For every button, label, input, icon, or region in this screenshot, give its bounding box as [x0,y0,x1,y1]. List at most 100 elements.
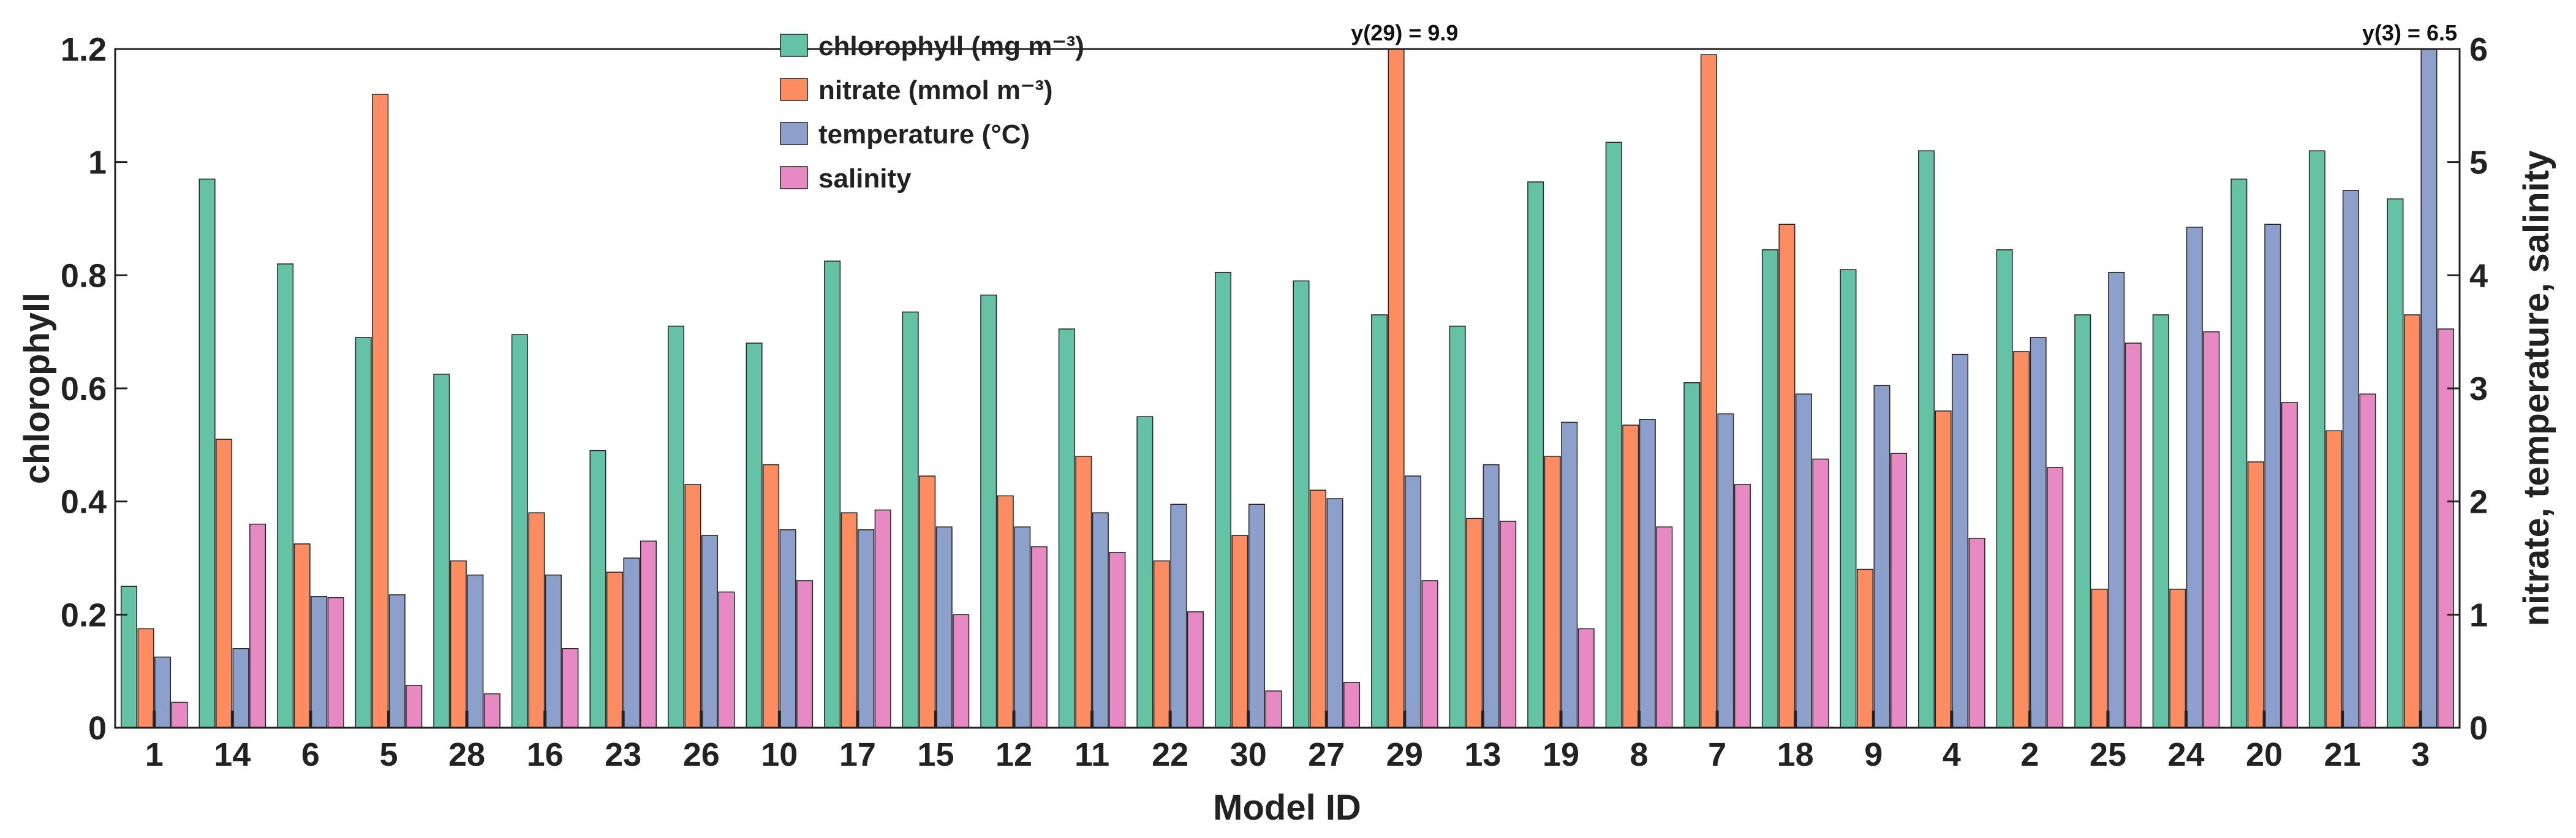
x-tick-label: 4 [1943,736,1961,773]
x-tick-label: 7 [1708,736,1726,773]
bar-nitrate-10 [763,464,780,728]
bar-nitrate-30 [1231,535,1248,728]
bar-temperature-7 [1717,413,1734,728]
bar-salinity-11 [1109,552,1126,728]
bar-salinity-22 [1187,611,1204,728]
bar-chlorophyll-11 [1058,328,1075,728]
bar-salinity-25 [2125,342,2142,728]
bar-salinity-30 [1265,690,1282,728]
bar-chlorophyll-3 [2387,198,2404,728]
x-axis-label: Model ID [1213,788,1361,828]
bar-salinity-29 [1421,580,1438,728]
x-tick-label: 22 [1152,736,1188,773]
bar-temperature-3 [2420,48,2438,728]
bar-salinity-21 [2359,393,2376,728]
bar-chlorophyll-22 [1136,416,1154,728]
bar-nitrate-17 [840,512,858,728]
bar-temperature-16 [545,574,562,728]
bar-nitrate-20 [2247,461,2264,728]
bar-chlorophyll-5 [355,337,372,728]
bar-temperature-5 [388,594,406,728]
bar-nitrate-2 [2013,351,2030,728]
bar-salinity-12 [1030,546,1048,728]
bar-chlorophyll-30 [1214,271,1231,728]
bar-chlorophyll-12 [980,294,997,728]
bar-salinity-9 [1890,453,1908,728]
bar-chlorophyll-1 [121,586,138,728]
bar-temperature-22 [1170,504,1187,728]
bar-salinity-1 [171,701,188,728]
y-axis-right-label: nitrate, temperature, salinity [2517,151,2556,627]
bar-salinity-17 [874,509,891,728]
bar-nitrate-21 [2325,430,2343,728]
bar-nitrate-24 [2169,589,2186,728]
y-right-tick-label: 4 [2469,257,2488,294]
bar-nitrate-12 [997,495,1014,728]
bar-salinity-14 [249,523,266,728]
bar-salinity-8 [1656,526,1673,728]
bar-nitrate-15 [919,475,936,728]
x-tick-label: 12 [995,736,1032,773]
bar-salinity-18 [1812,458,1829,728]
bar-temperature-28 [467,574,484,728]
bar-temperature-26 [701,535,719,728]
legend-swatch [780,78,808,101]
y-right-tick-label: 0 [2469,710,2488,747]
bar-salinity-19 [1577,628,1595,728]
x-tick-label: 16 [527,736,564,773]
bar-salinity-27 [1343,682,1361,728]
bar-temperature-9 [1873,385,1890,728]
bar-temperature-4 [1952,353,1969,728]
bar-salinity-3 [2437,328,2454,728]
plot-frame [114,48,2461,729]
bar-nitrate-19 [1544,456,1561,728]
x-tick-label: 20 [2246,736,2283,773]
bars-layer [121,48,2454,728]
legend-swatch [780,34,808,57]
y-tick-label: 0.8 [61,257,107,294]
annotation-clipped-3: y(3) = 6.5 [2362,20,2457,45]
bar-nitrate-13 [1466,518,1483,728]
bar-salinity-2 [2047,467,2064,728]
x-tick-label: 28 [448,736,485,773]
bar-nitrate-22 [1153,560,1170,728]
x-tick-label: 18 [1777,736,1814,773]
bar-nitrate-7 [1700,54,1717,728]
bar-temperature-19 [1561,421,1578,728]
y-right-tick-label: 2 [2469,484,2488,521]
bar-salinity-28 [483,693,500,728]
bar-chlorophyll-23 [589,450,606,728]
bar-nitrate-9 [1856,568,1873,728]
bar-temperature-6 [311,596,328,728]
bar-salinity-26 [718,591,735,728]
bar-nitrate-29 [1388,48,1405,728]
bar-salinity-15 [953,614,970,728]
bar-chlorophyll-24 [2152,314,2169,728]
x-tick-label: 26 [683,736,720,773]
x-tick-label: 1 [145,736,164,773]
bar-chlorophyll-18 [1761,249,1778,728]
bar-salinity-24 [2203,331,2220,728]
bar-chlorophyll-17 [824,260,841,728]
bar-temperature-27 [1326,498,1343,728]
x-tick-label: 3 [2411,736,2430,773]
bar-salinity-5 [406,685,423,728]
bar-chlorophyll-15 [902,311,919,728]
bar-temperature-15 [935,526,953,728]
bar-nitrate-5 [372,94,389,728]
bar-chlorophyll-21 [2308,150,2325,728]
bar-temperature-1 [154,656,172,728]
bar-nitrate-11 [1075,456,1092,728]
annotations: y(29) = 9.9 y(3) = 6.5 [1351,20,2457,45]
y-tick-label: 1.2 [61,31,107,68]
bar-temperature-25 [2108,271,2125,728]
bar-chlorophyll-2 [1996,249,2013,728]
bar-temperature-20 [2264,224,2281,728]
bar-temperature-8 [1639,419,1656,728]
y-right-tick-label: 3 [2469,371,2488,407]
bar-salinity-23 [640,540,657,728]
x-tick-label: 13 [1464,736,1501,773]
bar-salinity-20 [2281,402,2298,728]
y-tick-label: 1 [88,145,107,181]
